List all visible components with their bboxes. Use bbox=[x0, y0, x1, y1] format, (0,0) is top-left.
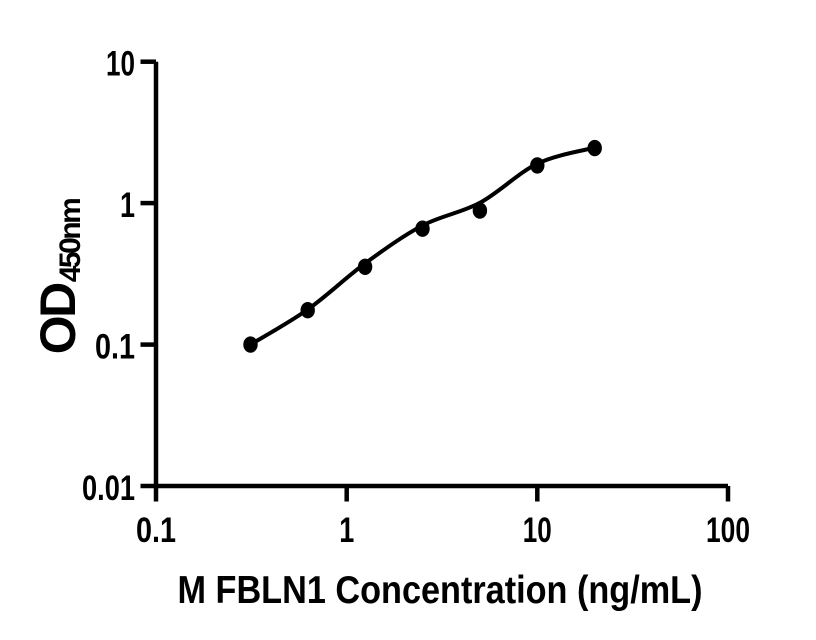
y-tick-label: 10 bbox=[106, 45, 135, 84]
x-tick-label: 1 bbox=[339, 511, 354, 550]
x-tick-label: 100 bbox=[706, 511, 750, 550]
y-tick-label: 1 bbox=[120, 186, 135, 225]
axis-lines bbox=[153, 61, 728, 489]
y-tick-label: 0.01 bbox=[82, 469, 135, 508]
data-point-marker bbox=[243, 336, 258, 353]
x-axis-title: M FBLN1 Concentration (ng/mL) bbox=[178, 569, 703, 612]
data-point-marker bbox=[472, 202, 488, 219]
y-tick-label: 0.1 bbox=[95, 328, 135, 367]
x-tick-label: 0.1 bbox=[136, 511, 176, 550]
data-point-marker bbox=[415, 220, 430, 237]
data-point-marker bbox=[530, 157, 545, 174]
y-axis-title-main: OD bbox=[30, 283, 86, 354]
x-tick-label: 10 bbox=[523, 511, 552, 550]
y-axis-title: OD 450nm bbox=[30, 199, 87, 354]
data-point-marker bbox=[587, 139, 602, 157]
data-point-marker bbox=[300, 302, 315, 319]
data-point-marker bbox=[357, 258, 373, 275]
y-axis-title-subscript: 450nm bbox=[54, 199, 87, 282]
data-points bbox=[243, 139, 602, 353]
